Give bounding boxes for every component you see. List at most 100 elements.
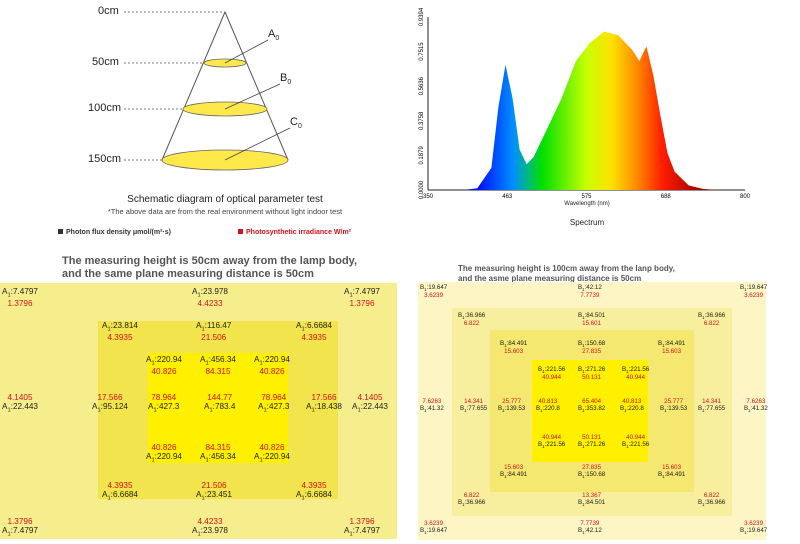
- grid1-ppfd-value: A1:18.438: [306, 402, 342, 414]
- grid2-point-sub: 1: [582, 287, 585, 293]
- grid2-point-sub: 1: [662, 343, 665, 349]
- grid1-cell: 78.964 A1:427.3: [148, 393, 179, 415]
- grid2-ppfd-value: B1:41.32: [744, 405, 768, 413]
- grid2-ppfd-value: B1:84.491: [658, 471, 685, 479]
- grid1-point-sub: 1: [201, 496, 205, 503]
- grid2-point-letter: B: [460, 405, 465, 413]
- grid2-ppfd-number: :36.966: [464, 312, 486, 319]
- label-50cm: 50cm: [92, 56, 119, 68]
- grid2-point-letter: B: [498, 405, 503, 413]
- grid2-irradiance-value: 15.603: [662, 464, 682, 471]
- grid1-irradiance-map: A1:7.4797 1.3796 A1:23.978 4.4233 A1:7.4797 1…: [0, 283, 397, 539]
- grid2-irradiance-value: 7.6263: [746, 398, 766, 405]
- grid2-ppfd-value: B1:36.966: [458, 312, 485, 320]
- grid2-point-letter: B: [420, 527, 425, 535]
- grid2-cell: 3.6239 B1:19.647: [740, 520, 767, 535]
- grid1-ppfd-value: A1:23.978: [192, 287, 228, 299]
- grid1-irradiance-value: 78.964: [151, 393, 177, 402]
- grid2-ppfd-number: :84.491: [664, 340, 686, 347]
- grid2-point-sub: 1: [626, 369, 629, 375]
- grid2-point-sub: 1: [542, 369, 545, 375]
- legend-ppfd-text: Photon flux density μmol/(m²·s): [66, 229, 172, 236]
- grid1-point-sub: 1: [205, 360, 209, 367]
- grid2-ppfd-number: :41.32: [750, 405, 768, 413]
- grid2-point-letter: B: [740, 284, 745, 291]
- grid1-cell: 4.4233 A1:23.978: [192, 517, 228, 539]
- grid2-ppfd-value: B1:42.12: [578, 284, 602, 292]
- grid1-cell: A1:6.6684 4.3935: [296, 321, 332, 343]
- grid1-cell: 17.566 A1:18.438: [306, 393, 342, 415]
- grid2-ppfd-value: B1:271.26: [578, 366, 605, 374]
- grid2-point-sub: 1: [540, 408, 543, 414]
- grid1-irradiance-value: 40.826: [151, 443, 177, 452]
- grid2-cell: 15.603 B1:84.491: [658, 464, 685, 479]
- legend-ppfd-swatch: [58, 229, 63, 234]
- grid2-ppfd-number: :271.26: [584, 366, 606, 373]
- grid2-ppfd-number: :42.12: [584, 527, 602, 535]
- pointer-c: [224, 127, 291, 161]
- grid2-irradiance-value: 7.7739: [580, 520, 600, 527]
- grid1-point-sub: 1: [7, 532, 11, 539]
- grid1-ppfd-number: :6.6684: [304, 321, 332, 330]
- grid2-ppfd-number: :150.68: [584, 340, 606, 347]
- grid1-point-letter: A: [2, 402, 8, 412]
- grid1-point-sub: 1: [97, 408, 101, 415]
- grid1-cell: 1.3796 A1:7.4797: [2, 517, 38, 539]
- x-tick-label: 463: [502, 194, 513, 200]
- point-b-letter: B: [280, 72, 288, 84]
- grid1-ppfd-value: A1:116.47: [196, 321, 231, 333]
- grid2-cell: B1:84.491 15.603: [658, 340, 685, 355]
- grid2-point-letter: B: [698, 405, 703, 413]
- grid1-point-sub: 1: [209, 408, 213, 415]
- grid1-ppfd-number: :23.978: [200, 287, 228, 296]
- pointer-b: [224, 83, 281, 110]
- grid2-ppfd-number: :36.966: [464, 499, 486, 507]
- grid2-irradiance-value: 6.822: [703, 320, 720, 328]
- grid1-cell: A1:7.4797 1.3796: [2, 287, 38, 309]
- grid1-point-letter: A: [306, 402, 312, 412]
- point-b-sub: 0: [287, 79, 292, 87]
- grid1-cell: 21.506 A1:23.451: [196, 481, 232, 503]
- grid2-ppfd-number: :139.53: [666, 405, 688, 413]
- x-tick-label: 350: [423, 194, 434, 200]
- grid1-ppfd-value: A1:783.4: [204, 402, 235, 414]
- grid2-point-letter: B: [620, 405, 625, 413]
- grid1-point-sub: 1: [349, 532, 353, 539]
- grid2-cell: B1:19.647 3.6239: [420, 284, 447, 299]
- grid2-point-letter: B: [420, 405, 425, 413]
- grid2-cell: 3.6239 B1:19.647: [420, 520, 447, 535]
- grid1-point-sub: 1: [107, 496, 111, 503]
- grid1-ppfd-value: A1:220.94: [254, 355, 290, 367]
- grid1-irradiance-value: 144.77: [207, 393, 233, 402]
- grid2-ppfd-value: B1:84.491: [500, 340, 527, 348]
- pointer-a: [224, 39, 269, 64]
- grid1-point-sub: 1: [151, 360, 155, 367]
- grid1-point-letter: A: [2, 287, 8, 296]
- grid1-ppfd-value: A1:6.6684: [296, 321, 332, 333]
- grid1-irradiance-value: 4.3935: [107, 481, 133, 490]
- grid1-ppfd-number: :116.47: [204, 321, 232, 330]
- grid1-ppfd-number: :22.443: [360, 402, 388, 412]
- grid2-cell: B1:42.12 7.7739: [578, 284, 602, 299]
- grid2-ppfd-value: B1:19.647: [420, 284, 447, 292]
- grid1-cell: 40.826 A1:220.94: [146, 443, 182, 465]
- grid2-ppfd-number: :84.491: [506, 340, 528, 347]
- grid2-irradiance-value: 27.835: [582, 348, 602, 356]
- grid2-point-letter: B: [578, 499, 583, 507]
- grid2-ppfd-number: :221.56: [628, 366, 650, 373]
- grid2-point-sub: 1: [744, 530, 747, 536]
- y-tick-labels: 0.0000 0.1879 0.3758 0.5636 0.7515 0.9394: [419, 7, 425, 199]
- grid1-point-sub: 1: [205, 458, 209, 465]
- label-150cm: 150cm: [88, 153, 122, 165]
- grid1-point-letter: A: [352, 402, 358, 412]
- grid2-ppfd-number: :42.12: [584, 284, 602, 291]
- grid2-title-2: and the asme plane measuring distance is…: [458, 274, 642, 283]
- grid2-ppfd-number: :84.491: [506, 471, 528, 479]
- grid1-cell: 78.964 A1:427.3: [258, 393, 289, 415]
- grid2-cell: 14.341 B1:77.655: [460, 398, 487, 413]
- point-c-sub: 0: [297, 123, 302, 131]
- grid2-point-letter: B: [622, 441, 627, 449]
- grid2-point-sub: 1: [582, 530, 585, 536]
- grid2-irradiance-value: 15.603: [504, 464, 524, 471]
- grid1-ppfd-number: :22.443: [10, 402, 38, 412]
